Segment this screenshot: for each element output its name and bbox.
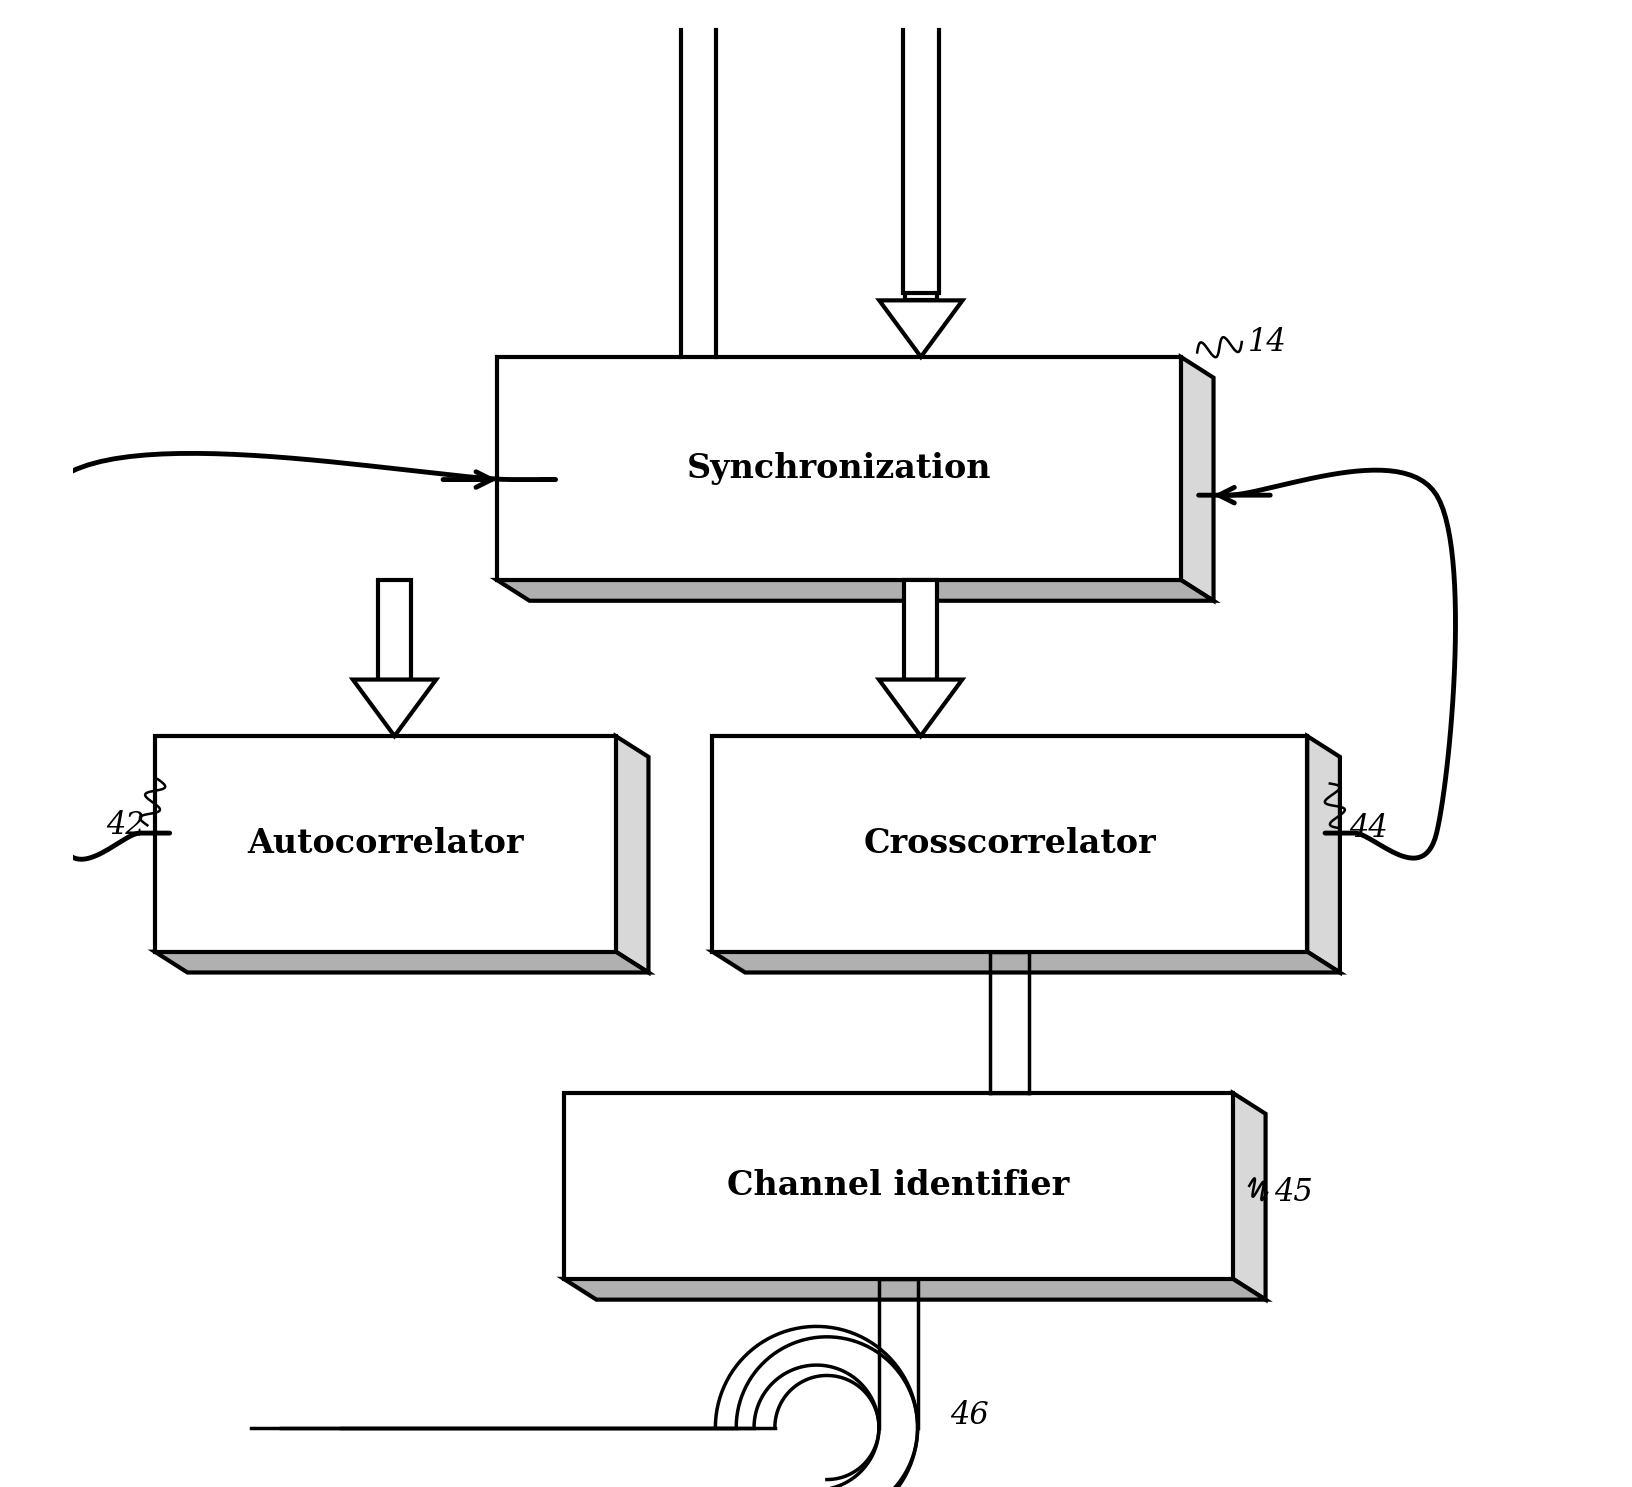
Bar (563, 1093, 1232, 1279)
Bar (496, 357, 1180, 580)
Polygon shape (1306, 736, 1340, 972)
Text: 45: 45 (1273, 1178, 1312, 1207)
Polygon shape (904, 580, 937, 680)
Polygon shape (904, 293, 937, 300)
Polygon shape (878, 300, 961, 357)
Polygon shape (563, 1279, 1265, 1300)
Text: 42: 42 (106, 810, 144, 840)
Text: 46: 46 (950, 1401, 989, 1430)
Polygon shape (379, 580, 411, 680)
Polygon shape (155, 952, 648, 972)
Polygon shape (1232, 1093, 1265, 1300)
Text: Synchronization: Synchronization (685, 452, 991, 485)
Bar (155, 736, 615, 952)
Bar (712, 736, 1306, 952)
Polygon shape (712, 952, 1340, 972)
Text: 14: 14 (1247, 327, 1286, 357)
Text: Channel identifier: Channel identifier (726, 1169, 1069, 1203)
Text: 44: 44 (1348, 813, 1387, 843)
Text: Autocorrelator: Autocorrelator (246, 827, 524, 861)
Text: Crosscorrelator: Crosscorrelator (863, 827, 1155, 861)
Polygon shape (878, 680, 961, 736)
Polygon shape (496, 580, 1213, 601)
Polygon shape (615, 736, 648, 972)
Polygon shape (353, 680, 436, 736)
Polygon shape (1180, 357, 1213, 601)
